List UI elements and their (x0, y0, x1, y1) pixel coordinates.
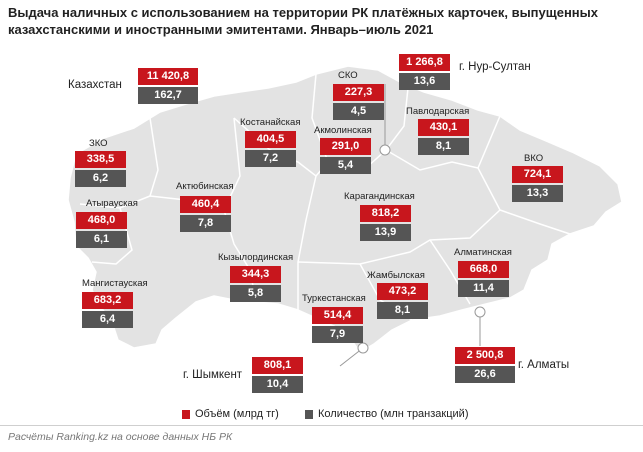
pavlodar-volume: 430,1 (418, 119, 469, 136)
mangystau-values: 683,2 6,4 (82, 292, 133, 328)
region-label-akmola: Акмолинская (314, 125, 372, 136)
shymkent-values: 808,1 10,4 (252, 357, 303, 393)
region-label-karaganda: Карагандинская (344, 191, 415, 202)
almaty-obl-volume: 668,0 (458, 261, 509, 278)
shymkent-marker (357, 342, 369, 354)
region-border (297, 209, 501, 265)
region-label-mangystau: Мангистауская (82, 278, 148, 289)
almaty-marker (474, 306, 486, 318)
region-label-pavlodar: Павлодарская (406, 106, 470, 117)
region-label-turkestan: Туркестанская (302, 293, 366, 304)
atyrau-count: 6,1 (76, 231, 127, 248)
nur-sultan-count: 13,6 (399, 73, 450, 90)
turkestan-volume: 514,4 (312, 307, 363, 324)
mangystau-count: 6,4 (82, 311, 133, 328)
karaganda-count: 13,9 (360, 224, 411, 241)
kyzylorda-count: 5,8 (230, 285, 281, 302)
akmola-volume: 291,0 (320, 138, 371, 155)
vko-volume: 724,1 (512, 166, 563, 183)
kazakhstan-volume: 11 420,8 (138, 68, 198, 85)
legend-volume: Объём (млрд тг) (182, 408, 279, 420)
zhambyl-volume: 473,2 (377, 283, 428, 300)
source-footnote: Расчёты Ranking.kz на основе данных НБ Р… (8, 431, 233, 443)
almaty-volume: 2 500,8 (455, 347, 515, 364)
kyzylorda-volume: 344,3 (230, 266, 281, 283)
region-label-kazakhstan: Казахстан (68, 79, 122, 91)
almaty-values: 2 500,8 26,6 (455, 347, 515, 383)
atyrau-values: 468,0 6,1 (76, 212, 127, 248)
almaty-obl-count: 11,4 (458, 280, 509, 297)
region-border (297, 175, 317, 310)
vko-values: 724,1 13,3 (512, 166, 563, 202)
region-border (91, 207, 133, 265)
karaganda-volume: 818,2 (360, 205, 411, 222)
region-label-zko: ЗКО (89, 138, 108, 149)
region-label-sko: СКО (338, 70, 358, 81)
turkestan-values: 514,4 7,9 (312, 307, 363, 343)
zhambyl-count: 8,1 (377, 302, 428, 319)
legend-count: Количество (млн транзакций) (305, 408, 468, 420)
kostanay-volume: 404,5 (245, 131, 296, 148)
pavlodar-count: 8,1 (418, 138, 469, 155)
nur-sultan-marker (379, 144, 391, 156)
mangystau-volume: 683,2 (82, 292, 133, 309)
legend-count-swatch (305, 409, 313, 419)
zko-count: 6,2 (75, 170, 126, 187)
akmola-values: 291,0 5,4 (320, 138, 371, 174)
atyrau-volume: 468,0 (76, 212, 127, 229)
kostanay-values: 404,5 7,2 (245, 131, 296, 167)
turkestan-count: 7,9 (312, 326, 363, 343)
region-label-shymkent: г. Шымкент (183, 369, 243, 381)
region-label-vko: ВКО (524, 153, 544, 164)
region-label-zhambyl: Жамбылская (367, 270, 425, 281)
vko-count: 13,3 (512, 185, 563, 202)
region-label-kostanay: Костанайская (240, 117, 301, 128)
region-label-atyrau: Атырауская (86, 198, 138, 209)
akmola-count: 5,4 (320, 157, 371, 174)
region-label-almaty-obl: Алматинская (454, 247, 512, 258)
kazakhstan-count: 162,7 (138, 87, 198, 104)
region-label-almaty: г. Алматы (518, 359, 570, 371)
region-border (477, 167, 571, 235)
aktobe-volume: 460,4 (180, 196, 231, 213)
sko-volume: 227,3 (333, 84, 384, 101)
shymkent-count: 10,4 (252, 376, 303, 393)
sko-values: 227,3 4,5 (333, 84, 384, 120)
aktobe-values: 460,4 7,8 (180, 196, 231, 232)
zko-values: 338,5 6,2 (75, 151, 126, 187)
nur-sultan-volume: 1 266,8 (399, 54, 450, 71)
legend-volume-swatch (182, 409, 190, 419)
nur-sultan-values: 1 266,8 13,6 (399, 54, 450, 90)
region-border (385, 115, 501, 171)
aktobe-count: 7,8 (180, 215, 231, 232)
legend-volume-label: Объём (млрд тг) (195, 408, 279, 420)
sko-count: 4,5 (333, 103, 384, 120)
kyzylorda-values: 344,3 5,8 (230, 266, 281, 302)
kazakhstan-values: 11 420,8 162,7 (138, 68, 198, 104)
footer-divider (0, 425, 643, 426)
pavlodar-values: 430,1 8,1 (418, 119, 469, 155)
region-label-kyzylorda: Кызылординская (218, 252, 294, 263)
chart-title: Выдача наличных с использованием на терр… (8, 5, 598, 37)
almaty-obl-values: 668,0 11,4 (458, 261, 509, 297)
region-label-aktobe: Актюбинская (176, 181, 234, 192)
almaty-count: 26,6 (455, 366, 515, 383)
zko-volume: 338,5 (75, 151, 126, 168)
zhambyl-values: 473,2 8,1 (377, 283, 428, 319)
shymkent-volume: 808,1 (252, 357, 303, 374)
legend-count-label: Количество (млн транзакций) (318, 408, 469, 420)
region-label-nur-sultan: г. Нур-Султан (459, 61, 531, 73)
kostanay-count: 7,2 (245, 150, 296, 167)
karaganda-values: 818,2 13,9 (360, 205, 411, 241)
